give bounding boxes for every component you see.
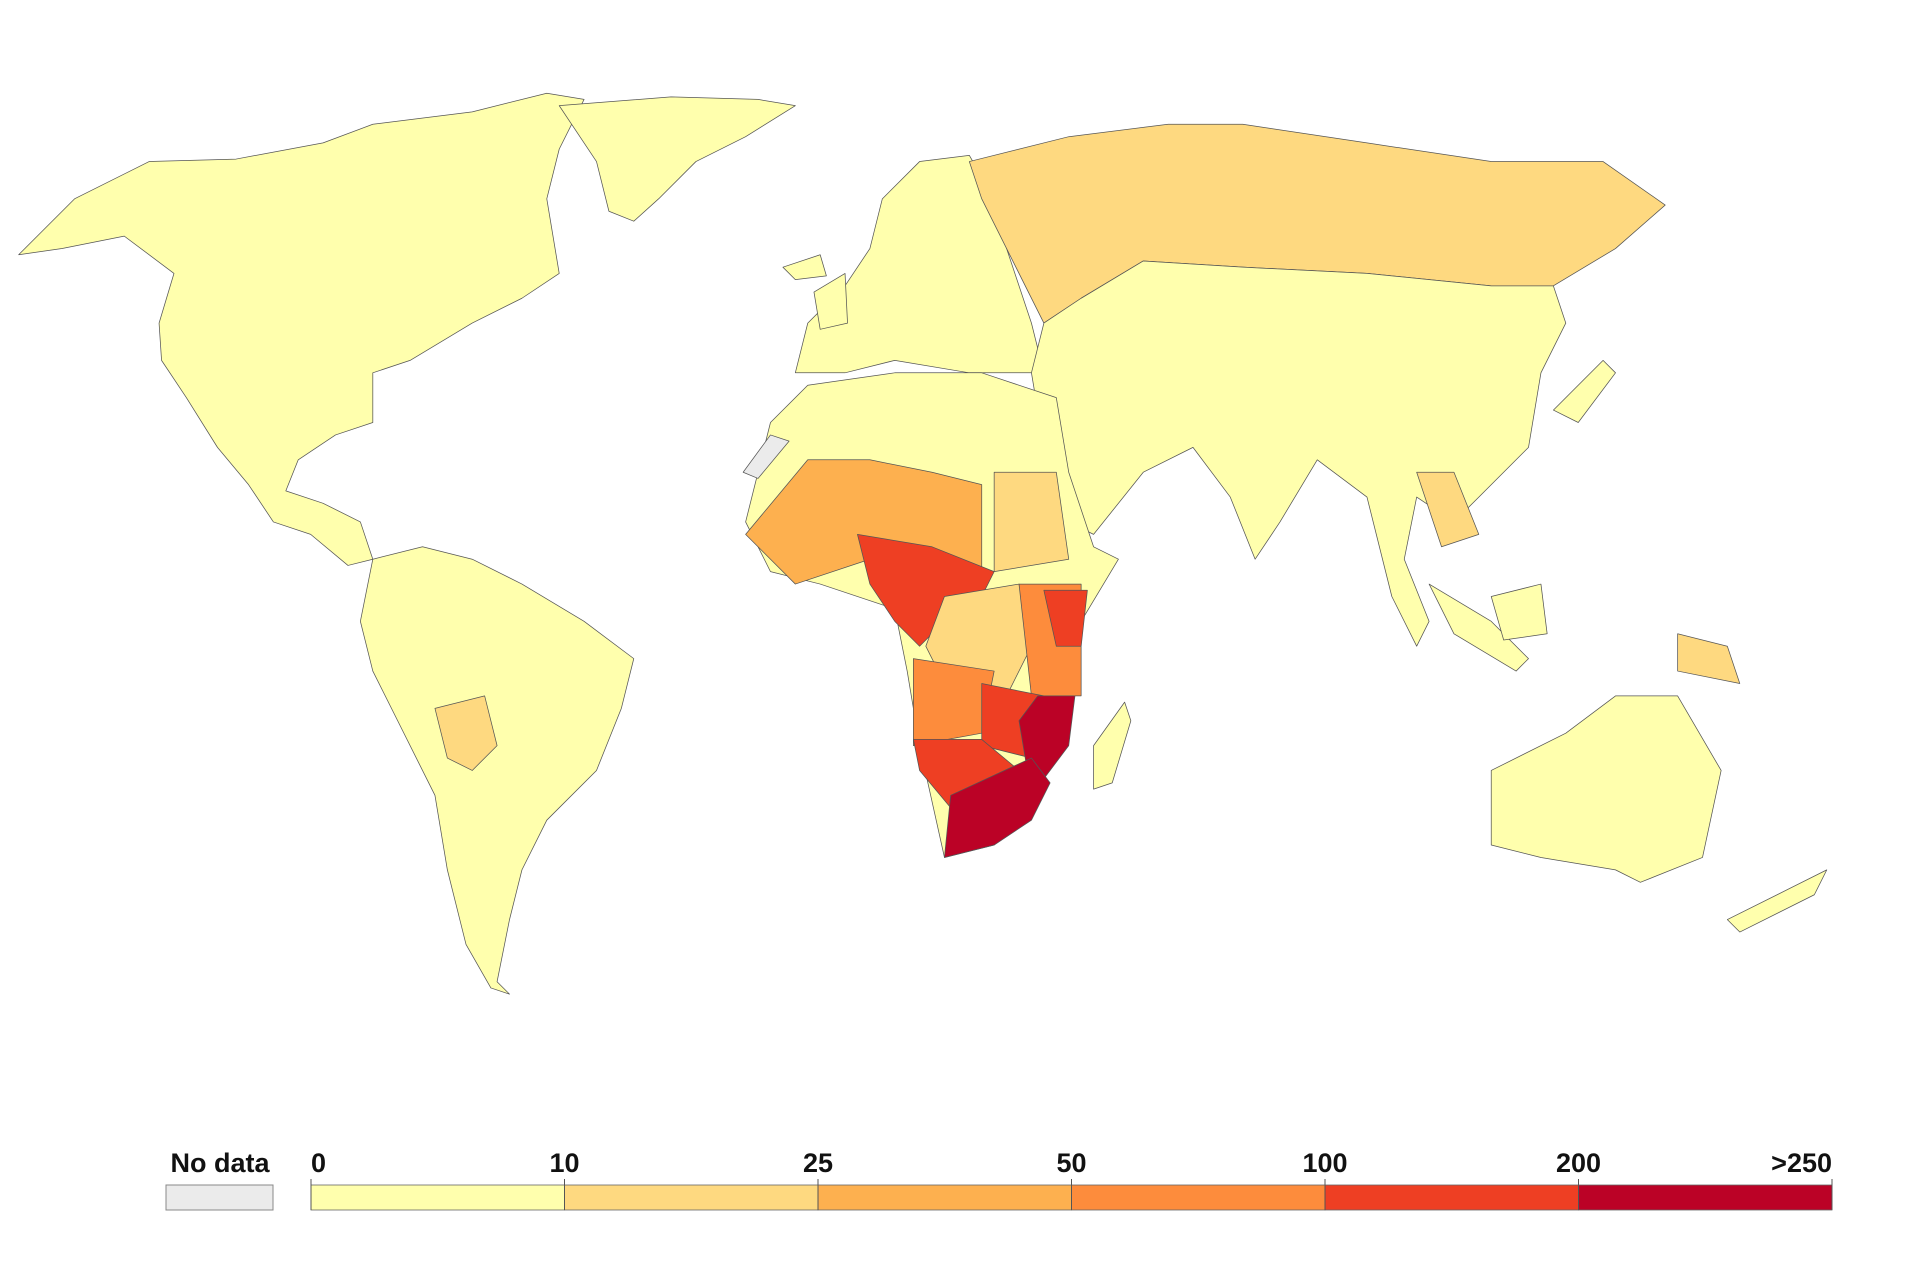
legend-swatch [1324,1184,1579,1211]
legend-tick-label: 200 [1556,1148,1601,1178]
legend-tick-label: 50 [1056,1148,1086,1178]
legend-swatch [564,1184,819,1211]
legend: No data 0 10 25 50 100 200 >250 [165,1148,1833,1211]
country-region [1416,471,1480,548]
legend-swatch [817,1184,1072,1211]
country-region [944,757,1051,858]
world-map [18,92,1828,995]
no-data-label: No data [170,1148,270,1178]
country-region [1490,695,1722,883]
country-region [1726,869,1828,933]
country-region [360,546,635,995]
country-region [1428,583,1529,672]
country-region [1043,589,1088,647]
legend-swatch [310,1184,565,1211]
country-region [18,92,585,566]
legend-tick-label: >250 [1771,1148,1832,1178]
country-region [742,434,790,479]
country-region [1553,360,1616,423]
legend-tick-label: 100 [1302,1148,1347,1178]
country-region [813,273,848,330]
legend-swatch [1071,1184,1326,1211]
country-region [1677,633,1741,684]
country-region [1031,260,1567,647]
legend-tick-label: 0 [311,1148,326,1178]
country-region [782,254,827,280]
country-region [993,471,1070,573]
country-region [1490,583,1548,641]
no-data-swatch [165,1184,274,1211]
legend-tick-label: 25 [803,1148,833,1178]
legend-swatch [1578,1184,1833,1211]
country-region [1093,701,1132,790]
country-region [434,695,498,771]
legend-tick-label: 10 [549,1148,579,1178]
country-region [558,96,796,222]
